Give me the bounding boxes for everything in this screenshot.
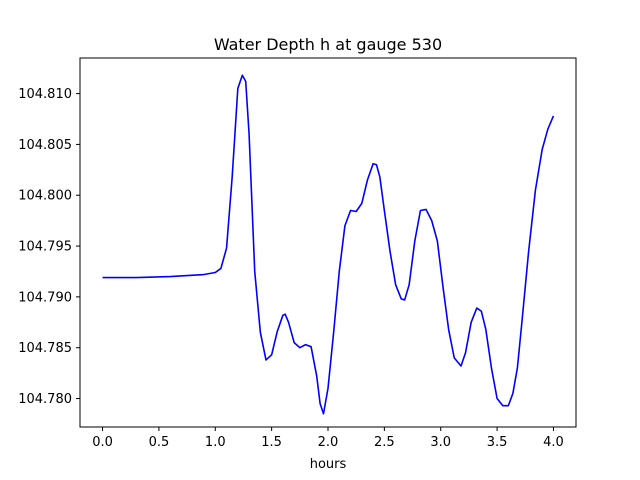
y-tick-label: 104.795 — [18, 240, 72, 255]
x-tick-label: 0.5 — [149, 435, 170, 450]
y-tick-label: 104.800 — [18, 189, 72, 204]
y-tick-label: 104.790 — [18, 290, 72, 305]
x-tick-label: 1.0 — [205, 435, 226, 450]
x-tick-label: 0.0 — [92, 435, 113, 450]
y-tick-label: 104.785 — [18, 341, 72, 356]
y-tick-label: 104.805 — [18, 138, 72, 153]
x-tick-label: 4.0 — [543, 435, 564, 450]
x-tick-label: 2.0 — [318, 435, 339, 450]
x-axis-label: hours — [310, 457, 347, 472]
x-tick-label: 3.0 — [430, 435, 451, 450]
x-tick-label: 3.5 — [487, 435, 508, 450]
chart-title: Water Depth h at gauge 530 — [214, 35, 442, 54]
y-tick-label: 104.780 — [18, 392, 72, 407]
y-tick-label: 104.810 — [18, 87, 72, 102]
plot-area: 0.0 0.5 1.0 1.5 2.0 2.5 3.0 3.5 4.0 104.780 104.78… — [18, 57, 577, 450]
x-tick-label: 2.5 — [374, 435, 395, 450]
series-line — [102, 74, 555, 415]
x-tick-label: 1.5 — [261, 435, 282, 450]
